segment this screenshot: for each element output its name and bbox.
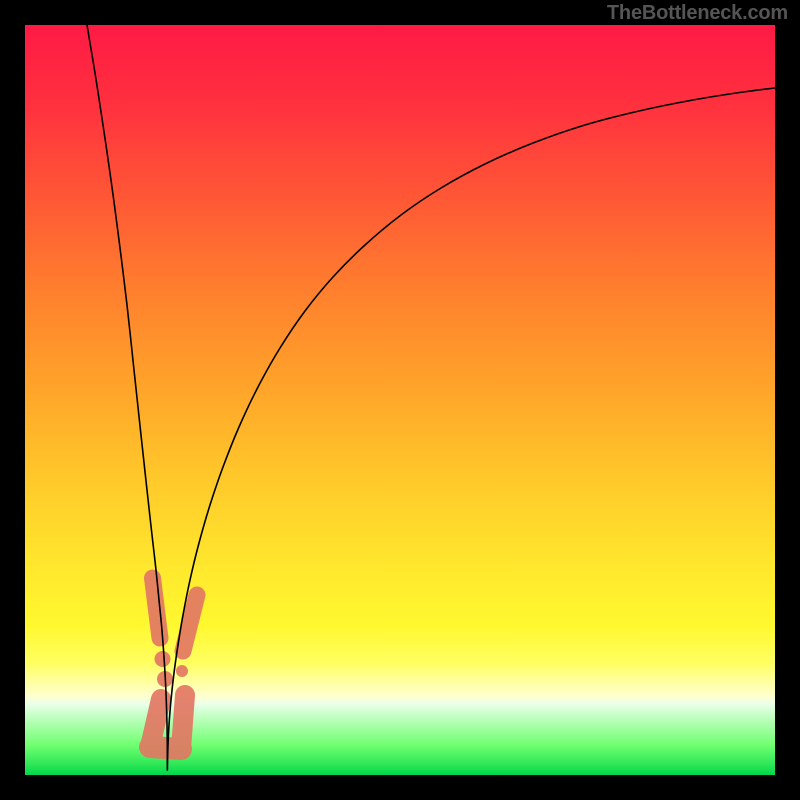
- plot-area: [25, 25, 775, 775]
- marker-dot: [176, 665, 188, 677]
- marker-dot: [155, 651, 171, 667]
- marker-blobs: [150, 578, 197, 749]
- marker-capsule: [153, 578, 161, 638]
- chart-frame: TheBottleneck.com: [0, 0, 800, 800]
- right-curve: [167, 88, 775, 770]
- plot-svg: [25, 25, 775, 775]
- marker-capsule: [181, 695, 185, 749]
- watermark-text: TheBottleneck.com: [607, 2, 788, 25]
